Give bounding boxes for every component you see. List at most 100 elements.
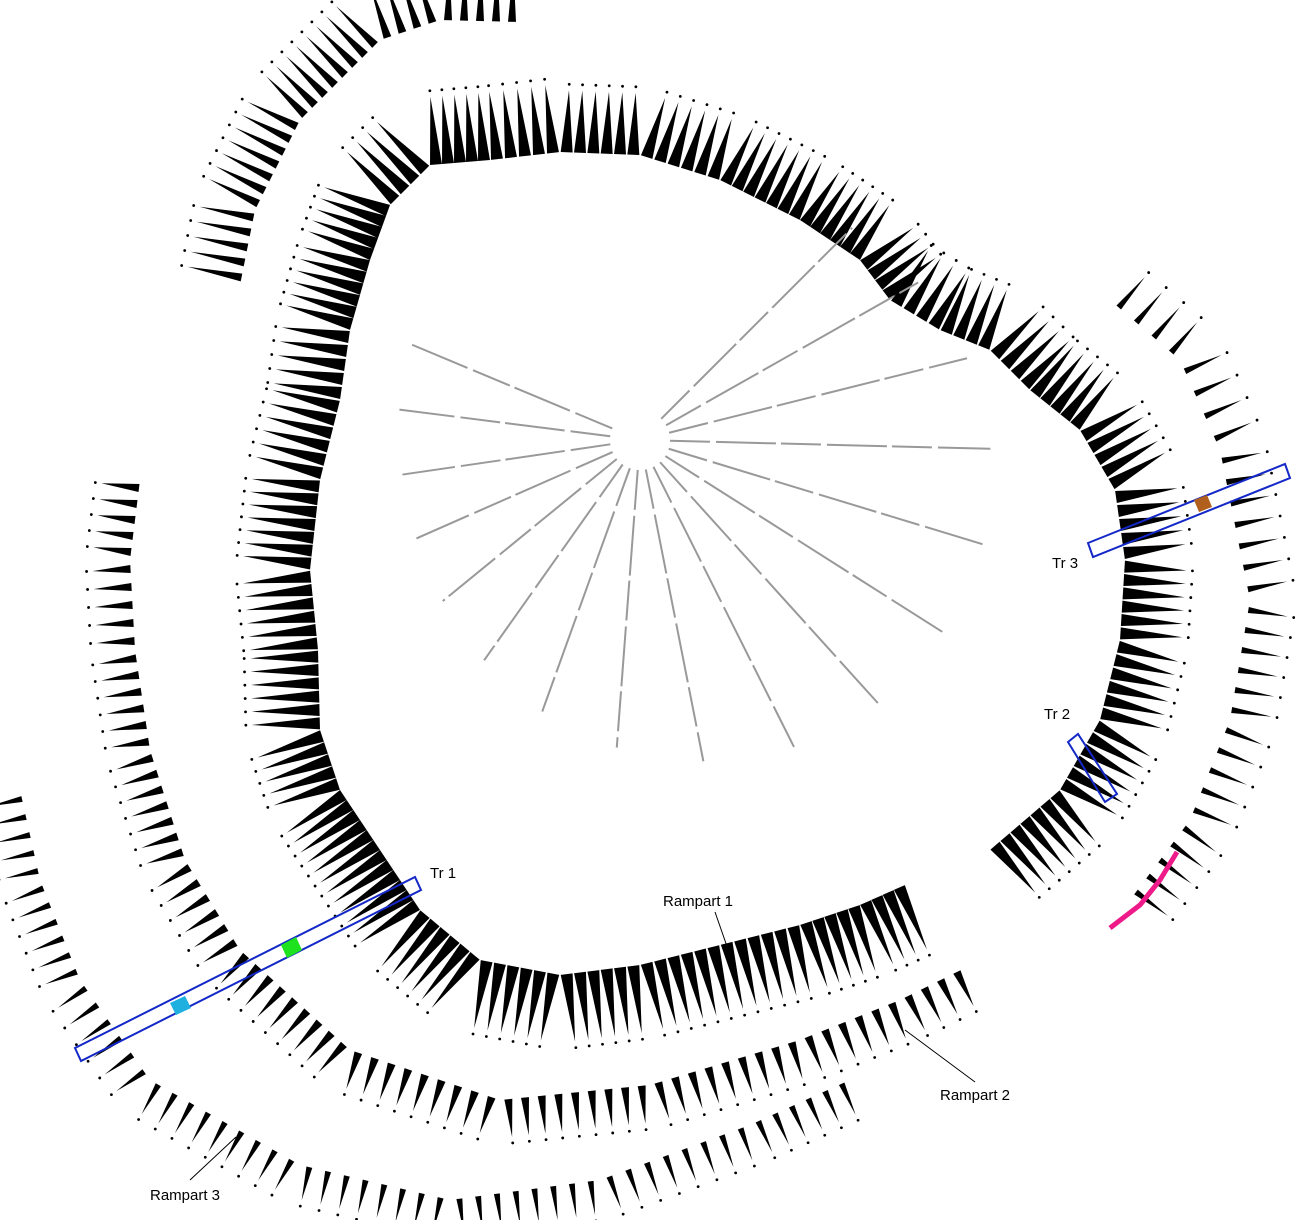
dot [1184,500,1187,503]
hachure [116,754,153,769]
hachure [682,1148,697,1181]
hachure [476,0,484,21]
dot [1226,351,1229,354]
dot [96,697,99,700]
dot [928,954,931,957]
hachures [0,0,1295,1220]
hachure [1169,322,1197,354]
hachure [385,0,406,34]
hachure [1123,574,1185,586]
dot [244,724,247,727]
dot [276,1042,279,1045]
dot [663,1034,666,1037]
hachure [96,619,134,627]
dot [1279,696,1282,699]
dot [215,987,218,990]
dot [906,964,909,967]
hachure [655,1081,670,1119]
dot [237,1175,240,1178]
dot [1098,845,1101,848]
hachure [99,654,137,664]
hachure [1,850,35,860]
dot [272,339,275,342]
dot [890,1049,893,1052]
dot [511,1142,514,1145]
dot [1155,424,1158,427]
dot [706,103,709,106]
hachure [93,547,131,556]
hachure [460,0,468,21]
dot [770,1093,773,1096]
interior-line [666,283,918,426]
dot [970,268,973,271]
hachure [1121,614,1183,626]
hachure [614,92,626,154]
dot [955,259,958,262]
dot [361,126,364,129]
dot [983,273,986,276]
dot [1259,766,1262,769]
hachure [503,90,517,158]
dot [690,1027,693,1030]
dot [287,845,290,848]
hachure [280,341,348,357]
hachure [146,848,183,863]
hachure [1116,277,1144,309]
dot [87,1060,90,1063]
hachure [492,0,500,21]
hachure [444,0,452,20]
dot [258,782,261,785]
hachure [871,1009,889,1046]
dot [1243,806,1246,809]
dot [341,146,344,149]
hachure [953,970,973,1006]
dot [186,234,189,237]
hachure [252,704,320,716]
dot [917,959,920,962]
dot [301,228,304,231]
trench-1 [75,877,421,1061]
hachure [1214,423,1252,442]
dot [1189,596,1192,599]
hachure [463,1090,479,1127]
hachure [921,986,941,1022]
dot [1162,436,1165,439]
dot [730,1017,733,1020]
dot [803,1083,806,1086]
dot [282,291,285,294]
interior-line [617,470,638,748]
rampart-label: Rampart 1 [663,893,733,910]
interior-line [653,467,794,747]
dot [1207,870,1210,873]
dot [1008,283,1011,286]
hachure [1120,627,1182,639]
hachure [121,770,158,785]
dot [151,889,154,892]
dot [313,1076,316,1079]
interior-line [669,358,967,433]
hachure [614,967,628,1035]
dot [917,223,920,226]
dot [1096,356,1099,359]
hachure [248,624,316,637]
dot [907,1043,910,1046]
dot [487,84,490,87]
dot [89,642,92,645]
hachure [821,1029,839,1066]
dot [313,195,316,198]
dot [529,79,532,82]
hachure [1123,587,1185,599]
dot [92,497,95,500]
dot [1256,419,1259,422]
sample-green [281,937,302,958]
dot [376,1104,379,1107]
hachure [250,492,318,505]
dot [452,87,455,90]
hachure [1194,378,1232,397]
hachure [203,939,238,962]
hachure [554,1094,562,1132]
dot [154,1128,157,1131]
hachure [248,102,299,130]
dot [614,1041,617,1044]
dot [292,256,295,259]
